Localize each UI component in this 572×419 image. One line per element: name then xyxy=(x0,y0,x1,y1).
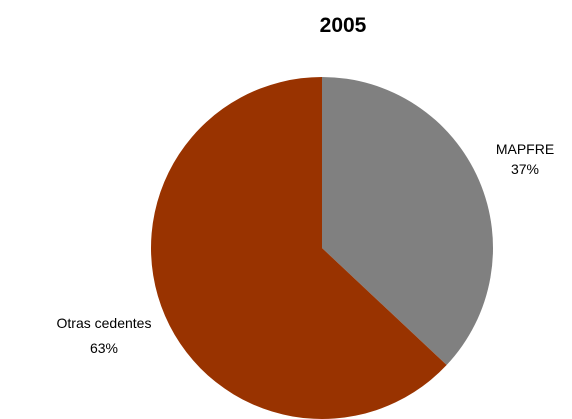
slice-value-otras-cedentes: 63% xyxy=(90,340,118,356)
slice-value-mapfre: 37% xyxy=(511,161,539,177)
pie-slice-mapfre xyxy=(322,77,493,366)
slice-label-otras-cedentes: Otras cedentes xyxy=(57,315,152,331)
pie-slice-otras-cedentes xyxy=(150,77,447,419)
slice-label-mapfre: MAPFRE xyxy=(496,141,554,157)
chart-title: 2005 xyxy=(320,14,367,37)
pie-slices xyxy=(150,77,493,419)
